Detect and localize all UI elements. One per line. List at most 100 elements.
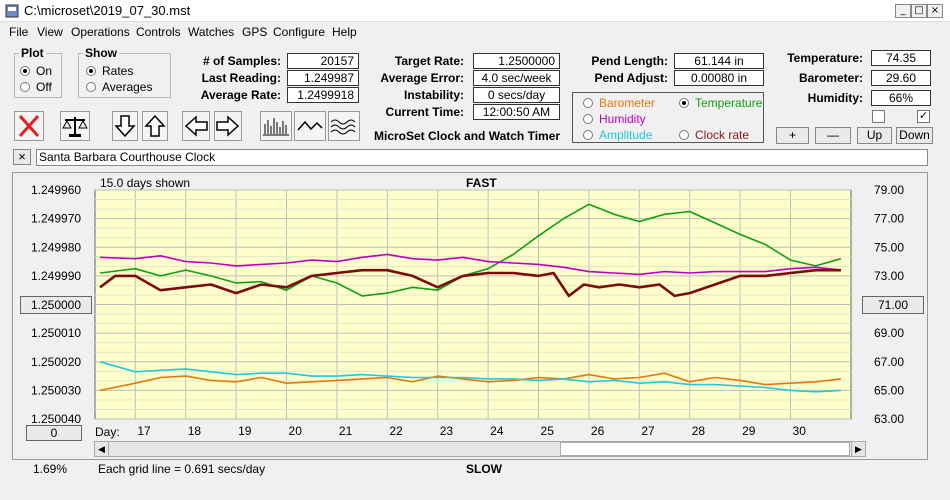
minimize-button[interactable]: _ <box>895 4 911 18</box>
temperature-label: Temperature: <box>787 51 863 65</box>
percent-label: 1.69% <box>33 462 68 476</box>
rate-center-button[interactable]: 1.250000 <box>20 296 92 314</box>
x-tick-label: 24 <box>490 424 504 438</box>
instability-label: Instability: <box>403 88 464 102</box>
average-error-label: Average Error: <box>380 71 464 85</box>
x-tick-label: 17 <box>137 424 151 438</box>
samples-value: 20157 <box>287 53 359 69</box>
x-tick-label: 26 <box>591 424 605 438</box>
y-left-tick-label: 1.250020 <box>31 355 81 369</box>
line-graph-button[interactable] <box>294 111 326 141</box>
clock-name-input[interactable]: Santa Barbara Courthouse Clock <box>36 149 928 166</box>
pend-length-label: Pend Length: <box>591 54 668 68</box>
amplitude-radio[interactable]: Amplitude <box>583 128 652 142</box>
humidity-radio[interactable]: Humidity <box>583 112 646 126</box>
scroll-right-icon[interactable]: ▶ <box>851 442 865 456</box>
arrow-right-button[interactable] <box>214 111 242 141</box>
app-title: MicroSet Clock and Watch Timer <box>374 129 561 143</box>
arrow-down-button[interactable] <box>112 111 138 141</box>
plot-on-radio[interactable]: On <box>20 64 52 78</box>
target-rate-value[interactable]: 1.2500000 <box>473 53 560 69</box>
y-right-tick-label: 65.00 <box>874 383 904 397</box>
y-left-tick-label: 1.250010 <box>31 326 81 340</box>
minus-button[interactable]: — <box>815 127 851 144</box>
scrollbar-thumb[interactable] <box>560 442 850 456</box>
wave-graph-button[interactable] <box>328 111 360 141</box>
sensor-center-button[interactable]: 71.00 <box>862 296 924 314</box>
humidity-value: 66% <box>871 90 931 106</box>
y-right-tick-label: 73.00 <box>874 269 904 283</box>
show-averages-radio[interactable]: Averages <box>86 80 152 94</box>
menu-help[interactable]: Help <box>332 25 357 39</box>
stop-button[interactable] <box>14 111 44 141</box>
series-line-clock-rate <box>99 268 841 298</box>
temperature-radio[interactable]: Temperature <box>679 96 762 110</box>
y-right-tick-label: 75.00 <box>874 240 904 254</box>
last-reading-value: 1.249987 <box>287 70 359 86</box>
arrow-left-button[interactable] <box>182 111 210 141</box>
x-tick-label: 22 <box>389 424 403 438</box>
checkbox-right[interactable]: ✓ <box>917 110 930 123</box>
maximize-button[interactable]: □ <box>911 4 927 18</box>
barometer-radio[interactable]: Barometer <box>583 96 655 110</box>
fast-label: FAST <box>466 176 497 190</box>
show-group-label: Show <box>85 46 117 60</box>
y-left-tick-label: 1.250030 <box>31 383 81 397</box>
balance-button[interactable] <box>60 111 90 141</box>
clock-rate-radio[interactable]: Clock rate <box>679 128 749 142</box>
menu-file[interactable]: File <box>9 25 29 39</box>
title-bar: C:\microset\2019_07_30.mst _ □ × <box>0 0 950 22</box>
show-rates-radio[interactable]: Rates <box>86 64 133 78</box>
line-graph-icon <box>297 120 323 131</box>
menu-watches[interactable]: Watches <box>188 25 235 39</box>
pend-length-value[interactable]: 61.144 in <box>674 53 764 69</box>
arrow-right-icon <box>216 115 240 137</box>
y-right-tick-label: 79.00 <box>874 183 904 197</box>
window-title: C:\microset\2019_07_30.mst <box>24 3 191 18</box>
time-scrollbar[interactable]: ◀ ▶ <box>94 441 866 457</box>
days-shown-label: 15.0 days shown <box>100 176 191 190</box>
up-button[interactable]: Up <box>857 127 892 144</box>
x-tick-label: 25 <box>541 424 555 438</box>
scroll-left-icon[interactable]: ◀ <box>95 442 109 456</box>
menu-view[interactable]: View <box>37 25 63 39</box>
pend-adjust-label: Pend Adjust: <box>594 71 668 85</box>
series-line-humidity <box>99 253 841 276</box>
last-reading-label: Last Reading: <box>201 71 281 85</box>
x-tick-label: 23 <box>440 424 454 438</box>
down-button[interactable]: Down <box>896 127 933 144</box>
day-label: Day: <box>95 425 120 439</box>
y-right-tick-label: 67.00 <box>874 355 904 369</box>
series-line-amplitude <box>99 361 841 393</box>
balance-scale-icon <box>62 117 88 137</box>
current-time-label: Current Time: <box>385 105 464 119</box>
slow-label: SLOW <box>466 462 502 476</box>
checkbox-left[interactable] <box>872 110 885 123</box>
plot-off-radio[interactable]: Off <box>20 80 52 94</box>
clock-close-button[interactable]: × <box>13 149 31 165</box>
menu-operations[interactable]: Operations <box>71 25 130 39</box>
samples-label: # of Samples: <box>202 54 281 68</box>
menu-controls[interactable]: Controls <box>136 25 181 39</box>
temperature-value: 74.35 <box>871 50 931 66</box>
menu-configure[interactable]: Configure <box>273 25 326 39</box>
menu-gps[interactable]: GPS <box>242 25 268 39</box>
close-button[interactable]: × <box>927 4 943 18</box>
x-tick-label: 18 <box>188 424 202 438</box>
series-line-temperature <box>99 203 842 297</box>
arrow-down-icon <box>114 115 136 138</box>
plus-button[interactable]: + <box>776 127 809 144</box>
x-tick-label: 21 <box>339 424 353 438</box>
pend-adjust-value[interactable]: 0.00080 in <box>674 70 764 86</box>
wave-icon <box>330 119 356 135</box>
y-right-tick-label: 63.00 <box>874 412 904 426</box>
current-time-value: 12:00:50 AM <box>473 104 560 120</box>
show-group: Show <box>78 46 171 98</box>
bar-graph-button[interactable] <box>260 111 292 141</box>
arrow-left-icon <box>184 115 208 137</box>
y-right-tick-label: 77.00 <box>874 212 904 226</box>
offset-button[interactable]: 0 <box>26 425 82 441</box>
arrow-up-icon <box>144 114 166 137</box>
arrow-up-button[interactable] <box>142 111 168 141</box>
